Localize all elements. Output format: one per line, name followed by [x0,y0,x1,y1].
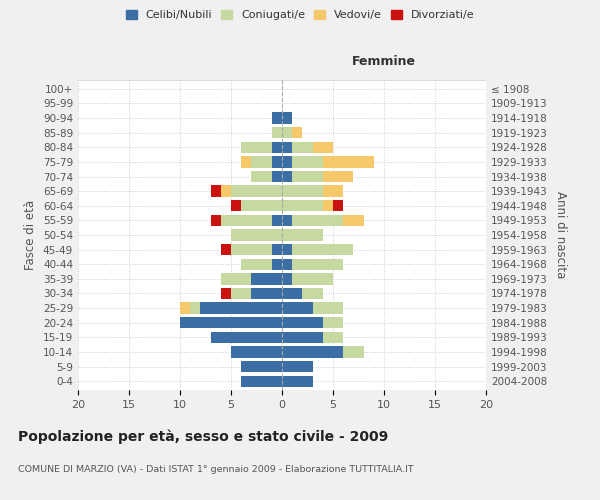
Bar [323,186,343,197]
Bar [221,288,231,299]
Bar [180,302,190,314]
Bar [272,214,282,226]
Bar [272,127,282,138]
Bar [292,142,313,153]
Bar [241,258,272,270]
Bar [231,200,241,211]
Bar [211,186,221,197]
Bar [231,288,251,299]
Bar [313,142,333,153]
Bar [282,171,292,182]
Bar [282,142,292,153]
Bar [333,200,343,211]
Bar [292,273,333,284]
Bar [313,302,343,314]
Bar [272,112,282,124]
Bar [292,258,343,270]
Bar [282,288,302,299]
Bar [323,200,333,211]
Bar [221,186,231,197]
Bar [231,346,282,358]
Bar [211,332,282,343]
Bar [282,186,323,197]
Bar [241,200,282,211]
Bar [221,214,272,226]
Bar [282,317,323,328]
Bar [282,127,292,138]
Bar [282,244,292,256]
Bar [200,302,282,314]
Bar [282,273,292,284]
Bar [343,214,364,226]
Y-axis label: Anni di nascita: Anni di nascita [554,192,567,278]
Bar [282,361,313,372]
Bar [292,127,302,138]
Bar [272,171,282,182]
Bar [221,273,251,284]
Bar [272,142,282,153]
Text: COMUNE DI MARZIO (VA) - Dati ISTAT 1° gennaio 2009 - Elaborazione TUTTITALIA.IT: COMUNE DI MARZIO (VA) - Dati ISTAT 1° ge… [18,465,413,474]
Bar [190,302,200,314]
Bar [180,317,282,328]
Bar [282,346,343,358]
Bar [251,171,272,182]
Text: Femmine: Femmine [352,54,416,68]
Bar [282,332,323,343]
Bar [221,244,231,256]
Bar [292,214,343,226]
Bar [282,214,292,226]
Bar [323,317,343,328]
Bar [323,332,343,343]
Bar [282,376,313,387]
Bar [302,288,323,299]
Bar [282,156,292,168]
Bar [282,112,292,124]
Bar [292,156,323,168]
Legend: Celibi/Nubili, Coniugati/e, Vedovi/e, Divorziati/e: Celibi/Nubili, Coniugati/e, Vedovi/e, Di… [121,6,479,25]
Bar [251,156,272,168]
Bar [272,258,282,270]
Bar [211,214,221,226]
Bar [282,258,292,270]
Bar [272,156,282,168]
Bar [323,171,353,182]
Bar [282,302,313,314]
Bar [231,186,282,197]
Bar [241,361,282,372]
Bar [251,288,282,299]
Bar [241,156,251,168]
Bar [241,142,272,153]
Bar [343,346,364,358]
Bar [272,244,282,256]
Bar [292,171,323,182]
Y-axis label: Fasce di età: Fasce di età [25,200,37,270]
Bar [282,200,323,211]
Bar [292,244,353,256]
Text: Popolazione per età, sesso e stato civile - 2009: Popolazione per età, sesso e stato civil… [18,430,388,444]
Bar [241,376,282,387]
Bar [323,156,374,168]
Bar [231,230,282,240]
Bar [282,230,323,240]
Bar [231,244,272,256]
Bar [251,273,282,284]
